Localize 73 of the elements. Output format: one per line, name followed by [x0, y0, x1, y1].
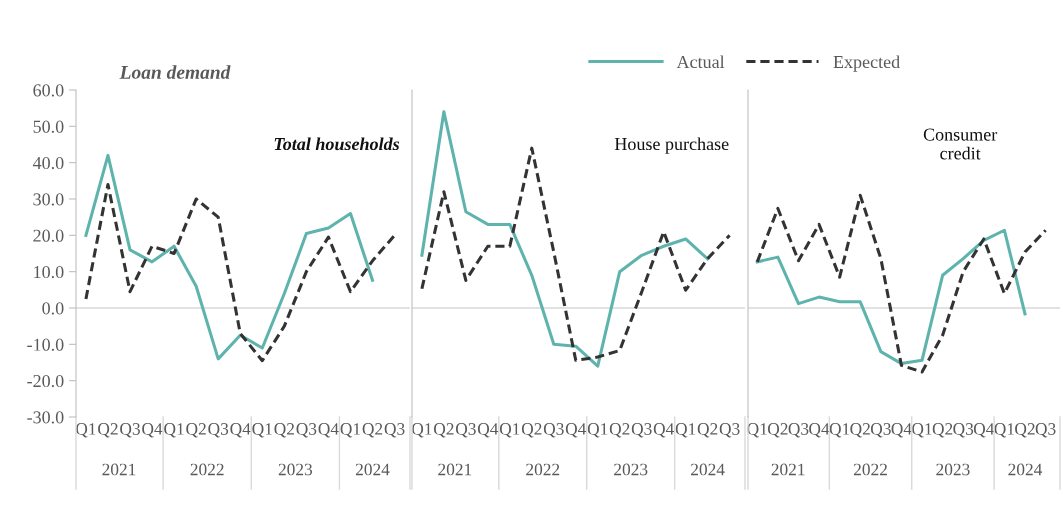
text: House purchase: [614, 137, 729, 154]
x-tick-label: Q1: [164, 423, 184, 438]
text: 2024: [1008, 463, 1043, 476]
y-tick-label: 60.0: [33, 84, 64, 97]
x-tick-label: Q4: [973, 423, 995, 438]
x-tick-label: Q1: [340, 423, 361, 438]
text: 2023: [614, 463, 648, 476]
x-tick-label: Q2: [521, 423, 542, 438]
x-tick-label: Q3: [120, 423, 140, 438]
legend-label: Expected: [833, 55, 900, 72]
text: 2021: [438, 463, 472, 476]
y-tick-label: 30.0: [33, 193, 64, 206]
y-tick-label: -20.0: [27, 374, 64, 388]
text: 2024: [355, 463, 390, 476]
x-tick-label: Q2: [186, 423, 206, 438]
text: 2022: [853, 463, 887, 476]
text: 2022: [526, 463, 560, 476]
x-tick-label: Q2: [1015, 423, 1035, 438]
x-tick-label: Q4: [142, 423, 163, 438]
text: 2024: [691, 463, 725, 476]
x-tick-label: Q1: [587, 423, 608, 438]
x-tick-label: Q1: [675, 423, 696, 438]
x-tick-label: Q2: [850, 423, 870, 438]
text: 2023: [278, 463, 313, 476]
x-tick-label: Q1: [912, 423, 932, 438]
y-tick-label: 40.0: [32, 156, 64, 170]
x-tick-label: Q4: [318, 423, 339, 438]
x-tick-label: Q1: [412, 423, 432, 438]
x-tick-label: Q1: [994, 423, 1014, 438]
x-tick-label: Q3: [870, 423, 891, 438]
text: 2021: [102, 463, 136, 476]
x-tick-label: Q4: [809, 423, 830, 438]
x-tick-label: Q3: [788, 423, 809, 438]
x-tick-label: Q1: [829, 423, 850, 438]
x-tick-label: Q1: [252, 423, 272, 438]
x-tick-label: Q2: [362, 423, 383, 438]
x-tick-label: Q2: [98, 423, 118, 438]
x-tick-label: Q3: [208, 423, 229, 438]
x-tick-label: Q2: [609, 423, 630, 438]
y-tick-label: -10.0: [27, 338, 64, 351]
x-tick-label: Q2: [932, 423, 953, 438]
x-tick-label: Q3: [719, 423, 740, 438]
x-tick-label: Q3: [296, 423, 317, 438]
x-tick-label: Q1: [499, 423, 520, 438]
legend-label: Actual: [676, 55, 725, 69]
x-tick-label: Q3: [455, 423, 476, 438]
x-tick-label: Q4: [891, 423, 912, 438]
x-tick-label: Q2: [433, 423, 454, 438]
x-tick-label: Q4: [653, 423, 675, 438]
x-tick-label: Q4: [230, 423, 251, 438]
chart-subtitle: Loan demand: [119, 65, 231, 79]
text: 2023: [936, 463, 970, 476]
x-tick-label: Q2: [274, 423, 294, 438]
x-tick-label: Q1: [76, 423, 96, 438]
y-tick-label: 10.0: [34, 265, 64, 279]
text: 2022: [190, 463, 224, 476]
x-tick-label: Q3: [543, 423, 564, 438]
x-tick-label: Q1: [747, 423, 767, 438]
text: Consumer credit: [923, 128, 998, 160]
x-tick-label: Q3: [1035, 423, 1056, 438]
x-tick-label: Q2: [767, 423, 788, 438]
y-tick-label: -30.0: [27, 411, 64, 424]
x-tick-label: Q2: [697, 423, 718, 438]
x-tick-label: Q4: [477, 423, 499, 438]
text: 2021: [771, 463, 805, 476]
x-tick-label: Q3: [631, 423, 652, 438]
y-tick-label: 50.0: [33, 120, 64, 133]
x-tick-label: Q4: [565, 423, 587, 438]
x-tick-label: Q3: [953, 423, 974, 438]
y-tick-label: 0.0: [42, 302, 64, 315]
text: Total households: [274, 137, 400, 151]
x-tick-label: Q3: [384, 423, 405, 438]
y-tick-label: 20.0: [33, 229, 64, 242]
